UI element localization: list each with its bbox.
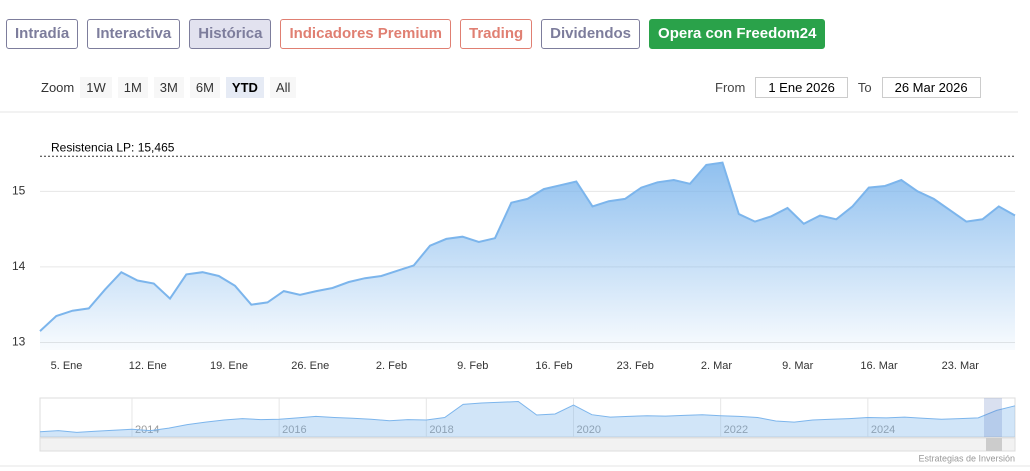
- zoom-button[interactable]: 6M: [189, 77, 220, 98]
- navigator-selection: [984, 398, 1002, 437]
- navigator-label: 2024: [871, 424, 895, 436]
- zoom-button[interactable]: 1W: [80, 77, 112, 98]
- zoom-button[interactable]: All: [269, 77, 297, 98]
- zoom-button[interactable]: 1M: [117, 77, 148, 98]
- navigator-frame: [39, 397, 1016, 438]
- x-tick-label: 2. Feb: [376, 360, 407, 372]
- from-label: From: [715, 80, 746, 95]
- x-tick-label: 16. Feb: [535, 360, 572, 372]
- navigator-label: 2020: [576, 424, 600, 436]
- x-tick-label: 9. Feb: [457, 360, 488, 372]
- resistance-label: Resistencia LP: 15,465: [51, 140, 175, 154]
- tab[interactable]: Intradía: [6, 19, 79, 49]
- scrollbar-thumb[interactable]: [986, 438, 1002, 451]
- tab[interactable]: Dividendos: [541, 19, 641, 49]
- scrollbar[interactable]: [39, 437, 1016, 452]
- zoom-label: Zoom: [41, 80, 75, 95]
- tab[interactable]: Indicadores Premium: [280, 19, 451, 49]
- x-tick-label: 12. Ene: [129, 360, 167, 372]
- y-tick-label: 15: [12, 184, 26, 198]
- y-tick-label: 14: [12, 259, 26, 273]
- area-line: [39, 161, 1016, 332]
- x-tick-label: 26. Ene: [291, 360, 329, 372]
- navigator-label: 2022: [724, 424, 748, 436]
- tab[interactable]: Histórica: [189, 19, 272, 49]
- x-tick-label: 23. Mar: [942, 360, 980, 372]
- zoom-bar: Zoom 1W 1M 3M 6M YTD All: [41, 77, 297, 98]
- credits: Estrategias de Inversión: [918, 453, 1015, 463]
- x-tick-label: 9. Mar: [782, 360, 814, 372]
- tab-bar: Intradía Interactiva Histórica Indicadores …: [6, 19, 826, 49]
- zoom-button[interactable]: 3M: [153, 77, 184, 98]
- to-label: To: [857, 80, 872, 95]
- from-input[interactable]: 1 Ene 2026: [755, 77, 848, 98]
- navigator-label: 2016: [282, 424, 306, 436]
- range-selector: From 1 Ene 2026 To 26 Mar 2026: [715, 77, 981, 98]
- to-input[interactable]: 26 Mar 2026: [881, 77, 981, 98]
- y-tick-label: 13: [12, 335, 26, 349]
- x-tick-label: 16. Mar: [860, 360, 898, 372]
- navigator-label: 2018: [429, 424, 453, 436]
- tab[interactable]: Opera con Freedom24: [649, 19, 826, 49]
- x-tick-label: 19. Ene: [210, 360, 248, 372]
- tab[interactable]: Trading: [460, 19, 533, 49]
- x-tick-label: 5. Ene: [51, 360, 83, 372]
- x-tick-label: 23. Feb: [617, 360, 654, 372]
- area-line: [39, 400, 1016, 433]
- zoom-button[interactable]: YTD: [225, 77, 264, 98]
- area-fill: [40, 401, 1015, 437]
- area-fill: [40, 162, 1015, 350]
- tab[interactable]: Interactiva: [87, 19, 181, 49]
- x-tick-label: 2. Mar: [701, 360, 733, 372]
